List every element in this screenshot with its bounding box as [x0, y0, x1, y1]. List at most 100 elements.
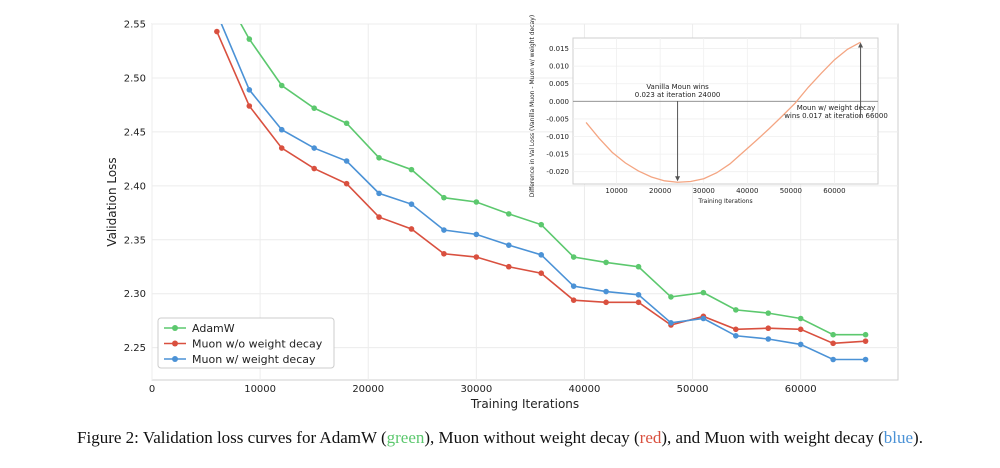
chart-figure: 0 10000 20000 30000 40000 50000 60000 2.25 2.30… [105, 10, 899, 411]
annotation-vanilla-muon-wins: Vanilla Moun wins 0.023 at iteration 240… [635, 83, 721, 182]
data-point [246, 87, 253, 93]
arrow-head-icon [675, 176, 681, 182]
data-point [797, 341, 804, 348]
data-point [570, 283, 577, 289]
x-tick-label: 30000 [460, 384, 492, 395]
data-point [700, 315, 707, 322]
data-point [214, 10, 220, 16]
legend-item-adamw: AdamW [164, 322, 235, 335]
data-point [246, 36, 253, 42]
data-point [311, 145, 317, 151]
data-point [733, 326, 739, 333]
data-point [408, 226, 415, 232]
data-point [408, 201, 415, 207]
data-point [505, 211, 512, 217]
y-tick-label: 2.55 [124, 20, 146, 31]
inset-difference-line [585, 41, 861, 183]
data-point [473, 199, 480, 205]
legend-label: Muon w/ weight decay [192, 353, 316, 366]
legend-label: Muon w/o weight decay [192, 338, 323, 351]
inset-x-tick-label: 30000 [693, 187, 715, 195]
annotation-line-1: Vanilla Moun wins [646, 83, 709, 91]
annotation-line-1: Moun w/ weight decay [797, 104, 876, 112]
caption-text: ), Muon without weight decay ( [424, 428, 640, 447]
x-tick-label: 20000 [352, 384, 384, 395]
caption-blue: blue [883, 428, 914, 447]
data-point [862, 356, 869, 363]
caption-green: green [386, 428, 425, 447]
data-point [246, 103, 253, 109]
data-point [311, 105, 317, 111]
data-point [505, 242, 512, 248]
inset-y-tick-label: 0.005 [549, 80, 569, 88]
data-point [538, 221, 545, 228]
data-point [505, 263, 512, 270]
legend-item-muon-no-wd: Muon w/o weight decay [164, 338, 323, 351]
data-point [733, 307, 739, 313]
series-muon-wd [214, 10, 869, 363]
data-point [311, 165, 317, 172]
caption-text: ). [913, 428, 923, 447]
data-point [570, 254, 577, 260]
data-point [473, 231, 480, 238]
series-adamw [239, 24, 869, 338]
legend-label: AdamW [192, 322, 235, 335]
figure-caption: Figure 2: Validation loss curves for Ada… [0, 428, 1000, 448]
data-point [830, 356, 836, 363]
inset-y-tick-label: -0.010 [546, 133, 569, 141]
inset-y-tick-label: 0.000 [549, 98, 569, 106]
data-point [278, 145, 285, 151]
data-point [635, 291, 642, 298]
inset-series-group [585, 41, 861, 183]
data-point [343, 180, 350, 187]
y-tick-label: 2.50 [124, 73, 146, 84]
data-point [214, 28, 220, 35]
inset-x-axis-title: Training Iterations [697, 198, 752, 205]
data-point [343, 158, 350, 164]
y-axis-title: Validation Loss [105, 157, 119, 246]
caption-text: Figure 2: Validation loss curves for Ada… [77, 428, 387, 447]
y-tick-label: 2.30 [124, 289, 146, 300]
legend: AdamW Muon w/o weight decay Muon w/ weig… [157, 317, 335, 369]
inset-grid [573, 38, 878, 184]
data-point [603, 299, 609, 306]
caption-text: ), and Muon with weight decay ( [661, 428, 884, 447]
inset-y-tick-label: 0.015 [549, 45, 569, 53]
data-point [538, 270, 545, 277]
data-point [797, 315, 804, 322]
data-point [473, 254, 480, 260]
data-point [830, 331, 836, 338]
data-point [376, 154, 382, 161]
inset-y-tick-labels: 0.015 0.010 0.005 0.000 -0.005 -0.010 -0.015 -0… [546, 45, 569, 176]
x-tick-label: 60000 [785, 384, 817, 395]
inset-chart: 10000 20000 30000 40000 50000 60000 0.0150.01… [529, 15, 888, 205]
series-muon-no-wd [214, 28, 869, 347]
inset-x-tick-label: 40000 [736, 187, 758, 195]
y-tick-label: 2.40 [124, 181, 146, 192]
main-y-tick-labels: 2.25 2.30 2.35 2.40 2.45 2.50 2.55 [124, 20, 146, 355]
data-point [635, 299, 642, 306]
data-point [765, 310, 772, 316]
data-point [376, 214, 382, 220]
y-tick-label: 2.45 [124, 127, 146, 138]
inset-y-tick-label: 0.010 [549, 63, 569, 71]
inset-x-tick-label: 60000 [823, 187, 845, 195]
inset-y-tick-label: -0.020 [546, 168, 569, 176]
x-tick-label: 0 [149, 384, 155, 395]
annotation-line-2: 0.023 at iteration 24000 [635, 91, 721, 99]
x-axis-title: Training Iterations [470, 397, 579, 411]
data-point [765, 336, 772, 342]
y-tick-label: 2.35 [124, 235, 146, 246]
data-point [538, 252, 545, 258]
data-point [441, 250, 447, 257]
arrow-head-icon [858, 42, 864, 48]
main-x-tick-labels: 0 10000 20000 30000 40000 50000 60000 [149, 384, 817, 395]
data-point [862, 331, 869, 338]
data-point [441, 227, 447, 233]
inset-x-tick-label: 50000 [780, 187, 802, 195]
data-point [700, 289, 707, 296]
inset-x-tick-label: 10000 [605, 187, 627, 195]
annotation-muon-wd-wins: Moun w/ weight decay wins 0.017 at itera… [784, 42, 888, 120]
legend-box [157, 317, 335, 369]
main-series-group [214, 10, 869, 363]
